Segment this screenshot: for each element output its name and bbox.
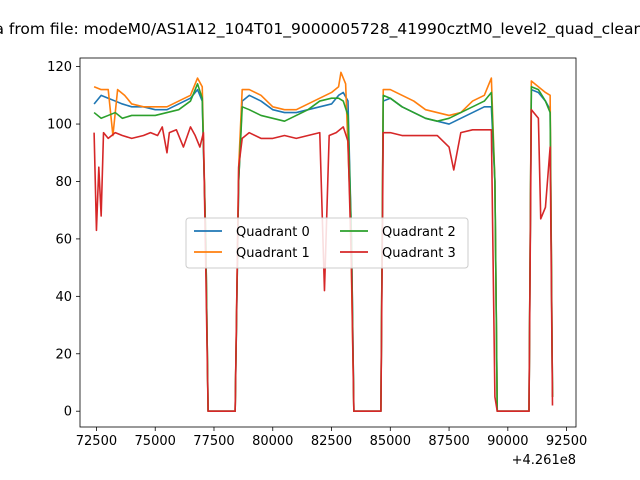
x-tick-label: 77500	[193, 434, 234, 449]
x-tick-label: 90000	[487, 434, 528, 449]
y-tick-label: 80	[55, 175, 72, 190]
series-line-quadrant-1	[93, 71, 554, 413]
y-tick-label: 100	[47, 118, 72, 133]
series-layer	[93, 71, 554, 413]
y-tick-label: 120	[47, 60, 72, 75]
legend-label: Quadrant 3	[382, 246, 456, 261]
y-tick-label: 40	[55, 290, 72, 305]
x-tick-label: 72500	[76, 434, 117, 449]
y-tick-label: 20	[55, 347, 72, 362]
legend-label: Quadrant 1	[236, 246, 310, 261]
legend-box	[185, 217, 469, 269]
axes-layer: 72500 75000 77500 80000 82500 85000 87500 90000…	[47, 60, 587, 449]
legend-label: Quadrant 2	[382, 225, 456, 240]
y-tick-label: 0	[64, 405, 72, 420]
x-tick-label: 75000	[135, 434, 176, 449]
x-tick-label: 87500	[428, 434, 469, 449]
series-line-quadrant-2	[93, 83, 554, 413]
chart-title: Data from file: modeM0/AS1A12_104T01_900…	[0, 20, 640, 39]
series-line-quadrant-0	[93, 88, 554, 413]
x-tick-label: 82500	[311, 434, 352, 449]
x-tick-label: 92500	[546, 434, 587, 449]
x-tick-label: 80000	[252, 434, 293, 449]
x-axis-offset-label: +4.261e8	[512, 453, 576, 468]
legend-label: Quadrant 0	[236, 225, 310, 240]
y-tick-label: 60	[55, 232, 72, 247]
series-line-quadrant-3	[93, 108, 554, 413]
x-tick-label: 85000	[370, 434, 411, 449]
legend: Quadrant 0 Quadrant 1 Quadrant 2 Quadrant 3	[185, 217, 469, 269]
